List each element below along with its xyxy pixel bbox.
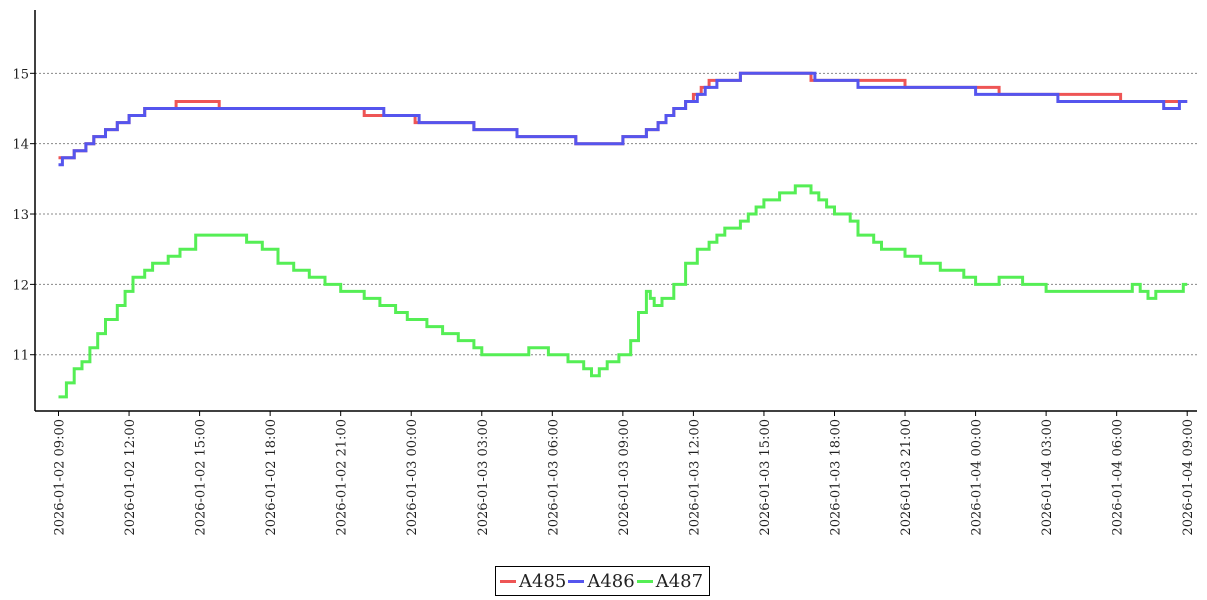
series-line-a487	[58, 184, 1188, 399]
x-tick-label: 2026-01-03 15:00	[758, 419, 773, 536]
y-tick-label: 12	[12, 278, 29, 293]
x-tick-label: 2026-01-02 15:00	[194, 419, 209, 536]
gridlines	[35, 72, 1197, 356]
legend-label: A485	[519, 570, 567, 592]
x-tick-label: 2026-01-03 03:00	[476, 419, 491, 536]
legend: A485 A486 A487	[495, 566, 711, 596]
x-tick-label: 2026-01-03 06:00	[546, 419, 561, 536]
x-tick-label: 2026-01-03 00:00	[405, 419, 420, 536]
x-tick-label: 2026-01-02 09:00	[53, 419, 68, 536]
legend-item-a486: A486	[568, 570, 635, 592]
y-tick-label: 14	[12, 138, 29, 153]
legend-label: A486	[587, 570, 635, 592]
legend-item-a485: A485	[500, 571, 566, 592]
x-tick-label: 2026-01-03 09:00	[617, 419, 632, 536]
x-tick-label: 2026-01-03 12:00	[687, 419, 702, 536]
x-tick-label: 2026-01-04 06:00	[1111, 419, 1126, 536]
x-tick-label: 2026-01-04 00:00	[970, 419, 985, 536]
x-tick-label: 2026-01-03 18:00	[828, 419, 843, 536]
y-tick-label: 13	[12, 208, 29, 223]
series-layer	[58, 71, 1188, 399]
y-tick-label: 15	[12, 67, 29, 82]
legend-swatch	[636, 579, 653, 583]
y-tick-label: 11	[12, 349, 29, 364]
axes: 11 12 13 14 15 2026-01-02 09:00 2026-01-02 12:…	[12, 10, 1197, 536]
legend-swatch	[500, 579, 516, 583]
series-line-a486	[58, 71, 1188, 167]
x-tick-label: 2026-01-04 03:00	[1040, 419, 1055, 536]
legend-item-a487: A487	[636, 570, 704, 592]
x-tick-label: 2026-01-04 09:00	[1181, 419, 1196, 536]
legend-label: A487	[655, 570, 704, 592]
x-tick-label: 2026-01-02 12:00	[123, 419, 138, 536]
legend-swatch	[568, 579, 585, 583]
x-tick-label: 2026-01-02 21:00	[335, 419, 350, 536]
x-tick-label: 2026-01-02 18:00	[264, 419, 279, 536]
x-tick-label: 2026-01-03 21:00	[899, 419, 914, 536]
